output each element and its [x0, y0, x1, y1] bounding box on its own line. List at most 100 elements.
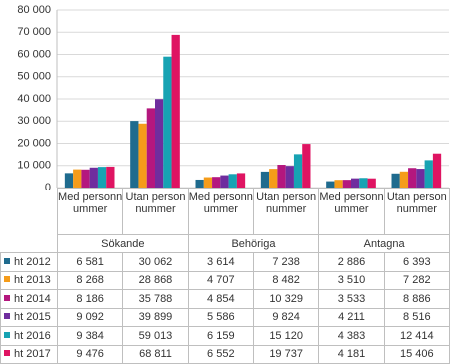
bar — [130, 121, 139, 188]
bar — [416, 169, 425, 188]
bar — [203, 177, 213, 188]
data-table-value: 15 120 — [252, 326, 320, 346]
data-table-value: 15 406 — [383, 344, 450, 364]
legend-label: ht 2015 — [14, 311, 51, 324]
group-label: Antagna — [318, 234, 450, 253]
bar — [64, 173, 74, 188]
legend-label: ht 2012 — [14, 255, 51, 268]
bar — [334, 180, 343, 188]
x-tick-label: Med personnummer — [56, 188, 124, 235]
data-table-value: 9 384 — [56, 326, 124, 346]
legend-entry: ht 2013 — [0, 270, 58, 290]
y-tick-label: 70 000 — [17, 26, 51, 38]
bar — [302, 144, 311, 188]
data-table-value: 7 282 — [383, 270, 450, 290]
legend-label: ht 2013 — [14, 274, 51, 287]
bar — [408, 168, 417, 188]
data-table-value: 4 383 — [318, 326, 385, 346]
x-tick-label: Med personnummer — [187, 188, 254, 235]
legend-label: ht 2016 — [14, 329, 51, 342]
data-table-value: 8 886 — [383, 289, 450, 309]
bar — [97, 167, 107, 188]
bar — [212, 177, 221, 188]
bar — [195, 179, 204, 188]
data-table-value: 3 614 — [187, 252, 254, 272]
data-table-value: 6 581 — [56, 252, 124, 272]
bar — [163, 56, 172, 188]
data-table-value: 5 586 — [187, 307, 254, 327]
legend-label: ht 2017 — [14, 348, 51, 361]
bar — [285, 166, 294, 188]
bar — [391, 173, 400, 188]
data-table-value: 3 510 — [318, 270, 385, 290]
y-tick-label: 50 000 — [17, 71, 51, 83]
group-label: Sökande — [57, 234, 189, 253]
bar — [432, 153, 442, 188]
legend-key — [4, 257, 10, 264]
bar — [236, 173, 246, 188]
y-tick-label: 40 000 — [17, 93, 51, 105]
data-table-value: 4 707 — [187, 270, 254, 290]
data-table: Med personnummer Utan personnummer Med per… — [0, 188, 450, 364]
data-table-value: 3 533 — [318, 289, 385, 309]
x-tick-label: Med personnummer — [318, 188, 385, 235]
legend-entry: ht 2012 — [0, 252, 58, 272]
y-tick-label: 20 000 — [17, 137, 51, 149]
legend-entry: ht 2014 — [0, 289, 58, 309]
bar — [138, 123, 147, 188]
group-label: Behöriga — [187, 234, 320, 253]
y-tick-label: 60 000 — [17, 48, 51, 60]
bar — [220, 175, 229, 188]
data-table-value: 7 238 — [252, 252, 320, 272]
bar — [260, 171, 270, 188]
data-table-value: 6 393 — [383, 252, 450, 272]
legend-key — [4, 313, 10, 320]
data-table-value: 35 788 — [122, 289, 189, 309]
data-table-value: 39 899 — [122, 307, 189, 327]
bar — [146, 108, 155, 188]
x-tick-label: Utan personnummer — [122, 188, 189, 235]
legend-key — [4, 294, 10, 301]
bar — [269, 169, 278, 188]
corner — [0, 234, 58, 253]
y-tick-label: 0 — [45, 182, 51, 190]
bar — [293, 154, 303, 188]
x-tick-label: Utan personnummer — [252, 188, 320, 235]
bar — [424, 160, 433, 188]
plot: 0 10 000 20 000 30 000 40 000 50 000 60 000 70 … — [17, 4, 449, 190]
legend-entry: ht 2017 — [0, 344, 58, 364]
bar — [155, 99, 164, 188]
data-table-value: 9 092 — [56, 307, 124, 327]
data-table-value: 6 552 — [187, 344, 254, 364]
data-table-value: 30 062 — [122, 252, 189, 272]
data-table-value: 8 516 — [383, 307, 450, 327]
corner — [0, 188, 58, 235]
bar — [342, 180, 351, 188]
y-tick-label: 30 000 — [17, 115, 51, 127]
data-table-value: 8 186 — [56, 289, 124, 309]
bar — [81, 169, 90, 188]
data-table-value: 8 268 — [56, 270, 124, 290]
legend-entry: ht 2015 — [0, 307, 58, 327]
data-table-value: 68 811 — [122, 344, 189, 364]
data-table-value: 8 482 — [252, 270, 320, 290]
data-table-value: 28 868 — [122, 270, 189, 290]
bar — [277, 165, 286, 188]
bar — [106, 166, 115, 188]
data-table-value: 9 824 — [252, 307, 320, 327]
bar — [89, 167, 98, 188]
bar — [367, 178, 376, 188]
y-tick-label: 10 000 — [17, 160, 51, 172]
data-table-value: 4 854 — [187, 289, 254, 309]
data-table-value: 9 476 — [56, 344, 124, 364]
bar — [73, 169, 82, 188]
legend-key — [4, 350, 10, 357]
data-table-value: 10 329 — [252, 289, 320, 309]
data-table-value: 59 013 — [122, 326, 189, 346]
x-tick-label: Utan personnummer — [383, 188, 450, 235]
data-table-value: 4 181 — [318, 344, 385, 364]
data-table-value: 19 737 — [252, 344, 320, 364]
bar — [171, 34, 180, 188]
data-table-value: 2 886 — [318, 252, 385, 272]
